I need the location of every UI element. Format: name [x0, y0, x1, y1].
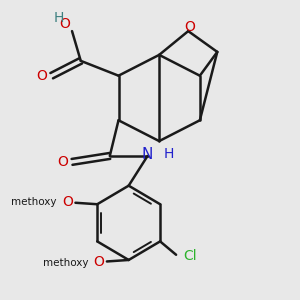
Text: O: O	[184, 20, 195, 34]
Text: H: H	[54, 11, 64, 25]
Text: O: O	[37, 69, 47, 83]
Text: N: N	[142, 147, 153, 162]
Text: O: O	[62, 195, 73, 208]
Text: H: H	[164, 148, 174, 161]
Text: O: O	[60, 17, 70, 31]
Text: methoxy: methoxy	[43, 258, 88, 268]
Text: O: O	[94, 255, 105, 269]
Text: Cl: Cl	[183, 249, 197, 263]
Text: methoxy: methoxy	[11, 197, 57, 207]
Text: O: O	[57, 155, 68, 169]
